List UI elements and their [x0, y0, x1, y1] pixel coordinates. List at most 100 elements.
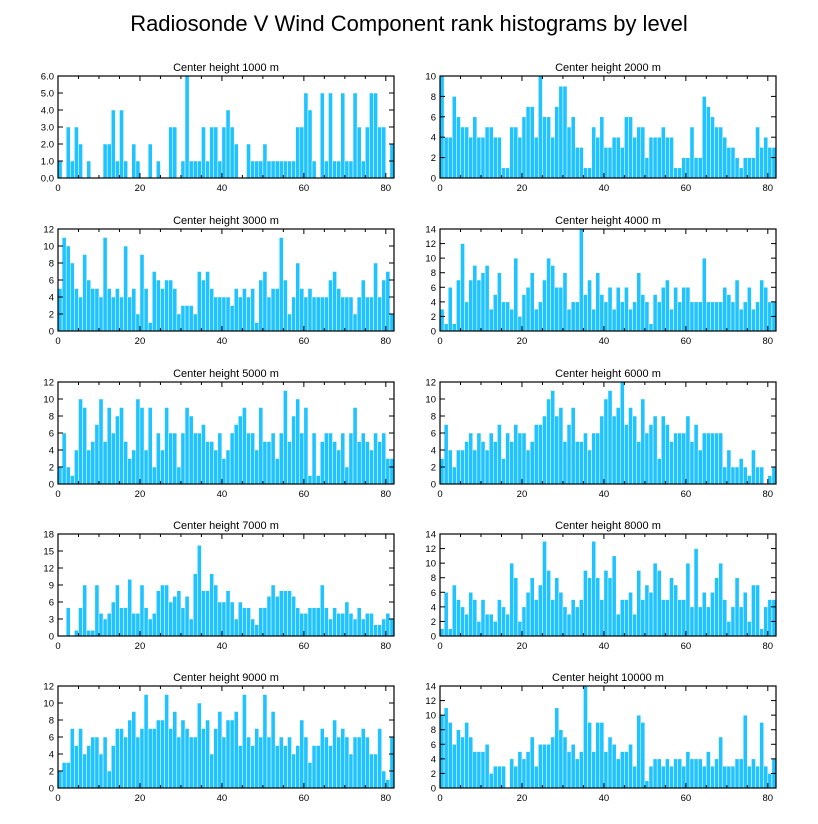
histogram-bar — [246, 607, 251, 637]
histogram-bar — [180, 719, 186, 789]
histogram-bar — [365, 296, 370, 332]
y-tick-label: 14 — [425, 530, 436, 541]
histogram-bar — [767, 599, 773, 637]
histogram-bar — [143, 449, 149, 485]
histogram-bar — [65, 466, 71, 485]
histogram-bar — [86, 279, 92, 332]
histogram-bar — [611, 555, 617, 637]
histogram-bar — [78, 143, 83, 179]
histogram-bar — [344, 466, 350, 485]
histogram-bar — [640, 722, 646, 789]
histogram-bar — [385, 779, 391, 789]
histogram-bar — [517, 751, 523, 789]
histogram-bar — [558, 287, 564, 332]
histogram-bar — [640, 599, 646, 637]
histogram-bar — [517, 316, 523, 332]
histogram-bar — [225, 719, 231, 789]
histogram-bar — [529, 736, 535, 789]
histogram-bar — [279, 160, 284, 179]
histogram-bar — [274, 160, 280, 179]
histogram-bar — [291, 596, 296, 637]
histogram-bar — [661, 765, 666, 789]
histogram-bar — [324, 160, 329, 179]
histogram-bar — [229, 601, 235, 637]
histogram-bar — [102, 618, 108, 637]
histogram-bar — [98, 613, 104, 637]
histogram-bar — [525, 592, 531, 637]
histogram-bar — [447, 136, 453, 179]
histogram-bar — [591, 126, 596, 179]
histogram-bar — [57, 160, 63, 179]
y-tick-label: 2 — [431, 617, 436, 628]
histogram-bar — [583, 167, 588, 179]
histogram-bar — [521, 606, 527, 637]
histogram-bar — [607, 577, 613, 637]
histogram-bar — [620, 147, 625, 179]
histogram-bar — [295, 745, 301, 789]
histogram-bar — [299, 613, 305, 637]
histogram-bar — [344, 296, 350, 332]
histogram-bar — [291, 160, 296, 179]
histogram-bar — [464, 441, 469, 485]
histogram-bar — [303, 736, 309, 789]
histogram-bar — [315, 745, 321, 789]
histogram-bar — [90, 288, 96, 332]
histogram-bar — [681, 432, 687, 485]
histogram-bar — [217, 601, 223, 637]
histogram-bar — [706, 432, 711, 485]
histogram-bar — [689, 606, 695, 637]
histogram-bar — [332, 160, 337, 179]
histogram-bar — [213, 584, 219, 637]
histogram-bar — [242, 288, 247, 332]
histogram-bar — [356, 607, 362, 637]
histogram-bar — [501, 458, 506, 485]
histogram-bar — [452, 323, 457, 332]
histogram-bar — [365, 736, 370, 789]
histogram-bar — [225, 109, 231, 179]
histogram-bar — [734, 577, 740, 637]
histogram-bar — [319, 728, 325, 789]
histogram-bar — [291, 296, 296, 332]
y-tick-label: 8 — [49, 259, 54, 270]
histogram-bar — [254, 160, 260, 179]
histogram-bar — [377, 126, 382, 179]
histogram-bar — [480, 751, 486, 789]
histogram-bar — [283, 279, 288, 332]
histogram-bar — [274, 745, 280, 789]
histogram-bar — [558, 729, 564, 789]
histogram-bar — [119, 728, 124, 789]
histogram-bar — [529, 577, 535, 637]
histogram-bar — [755, 301, 760, 332]
histogram-bar — [192, 736, 198, 789]
histogram-bar — [587, 279, 592, 332]
histogram-bar — [147, 322, 153, 332]
histogram-bar — [550, 599, 555, 637]
histogram-bar — [697, 157, 703, 179]
histogram-bar — [706, 301, 711, 332]
histogram-bar — [468, 136, 474, 179]
histogram-bar — [381, 279, 387, 332]
x-tick-label: 20 — [517, 336, 528, 347]
histogram-bar — [529, 441, 535, 485]
histogram-bar — [521, 294, 527, 332]
histogram-bar — [279, 237, 284, 332]
histogram-bar — [70, 262, 75, 332]
histogram-bar — [197, 160, 202, 179]
histogram-bar — [205, 719, 210, 789]
histogram-bar — [213, 449, 219, 485]
histogram-bar — [595, 272, 601, 332]
histogram-bar — [266, 736, 272, 789]
histogram-bar — [221, 458, 227, 485]
histogram-bar — [160, 449, 165, 485]
histogram-bar — [566, 424, 572, 485]
histogram-bar — [156, 432, 161, 485]
histogram-bar — [615, 407, 621, 485]
histogram-bar — [509, 562, 515, 637]
histogram-bar — [209, 126, 214, 179]
histogram-bar — [570, 407, 576, 485]
histogram-bar — [238, 415, 243, 485]
histogram-bar — [131, 143, 137, 179]
histogram-bar — [730, 765, 736, 789]
y-tick-label: 6 — [431, 588, 436, 599]
